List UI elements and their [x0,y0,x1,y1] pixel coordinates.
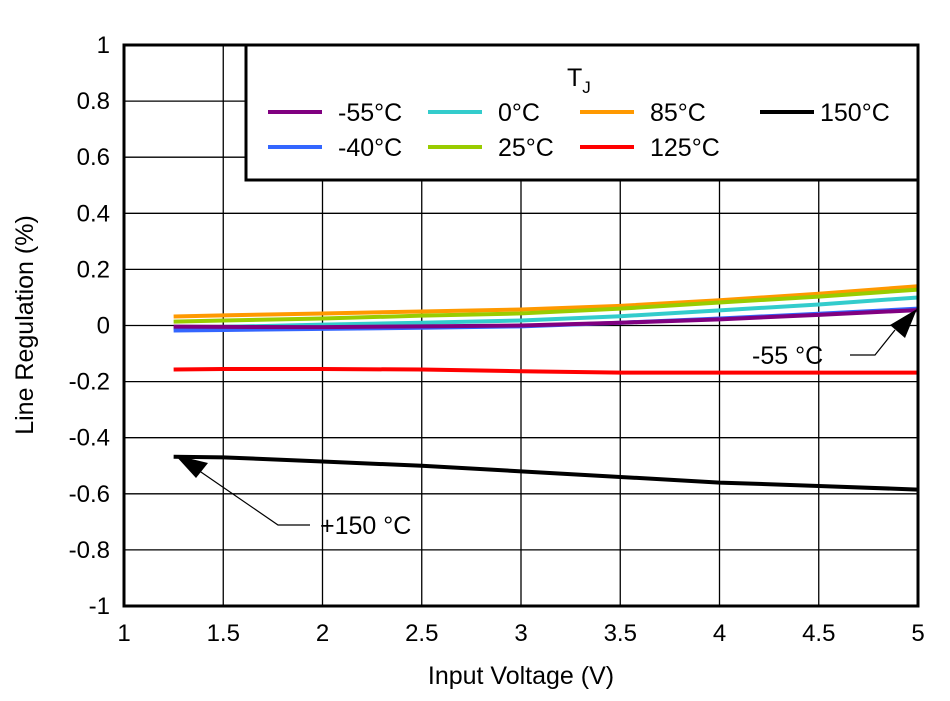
annotation-leader [850,329,896,356]
y-tick-label: 0.6 [77,144,110,171]
y-tick-label: -0.6 [69,481,110,508]
legend-items: -55°C 0°C 85°C 150°C -40°C 25°C 125°C [268,99,890,162]
x-tick-label: 4 [713,620,726,647]
tick-labels: 1 1.5 2 2.5 3 3.5 4 4.5 5 1 0.8 0.6 0.4 0.2 0 -0.2 -0.4 -… [69,32,925,647]
x-tick-label: 2.5 [405,620,438,647]
legend-label: 25°C [498,134,554,162]
y-tick-label: 0.4 [77,200,110,227]
y-tick-label: 0 [97,313,110,340]
legend-label: 0°C [498,99,540,127]
series-line--55°C [173,308,919,330]
x-tick-label: 2 [316,620,329,647]
legend-label: 125°C [650,134,720,162]
legend-label: 85°C [650,99,706,127]
y-axis-label: Line Regulation (%) [11,215,39,435]
x-tick-label: 4.5 [802,620,835,647]
legend: TJ -55°C 0°C 85°C 150°C -40°C 25°C 125°C [244,43,920,182]
legend-title: TJ [567,64,591,97]
annotation-label: -55 °C [752,342,823,370]
y-tick-label: 0.8 [77,88,110,115]
arrowhead-icon [175,455,208,478]
legend-label: 150°C [820,99,890,127]
x-tick-label: 1 [117,620,130,647]
x-tick-label: 1.5 [207,620,240,647]
x-tick-label: 3 [514,620,527,647]
y-tick-label: 0.2 [77,256,110,283]
x-tick-label: 5 [911,620,924,647]
y-tick-label: -0.2 [69,369,110,396]
annotation-label: +150 °C [320,512,411,540]
series-lines [173,284,919,492]
series-line-85°C [173,284,919,319]
annotation-leader [197,469,310,526]
arrowhead-icon [890,309,917,338]
legend-label: -40°C [338,134,402,162]
y-tick-label: -1 [89,593,110,620]
series-line-125°C [173,366,918,375]
series-line-150°C [173,454,919,492]
annotation-minus55: -55 °C [752,309,917,370]
x-tick-label: 3.5 [604,620,637,647]
x-axis-label: Input Voltage (V) [428,662,614,690]
series-line-25°C [173,287,919,324]
legend-label: -55°C [338,99,402,127]
y-tick-label: -0.4 [69,425,110,452]
y-tick-label: -0.8 [69,537,110,564]
annotation-plus150: +150 °C [175,455,411,540]
y-tick-label: 1 [97,32,110,59]
